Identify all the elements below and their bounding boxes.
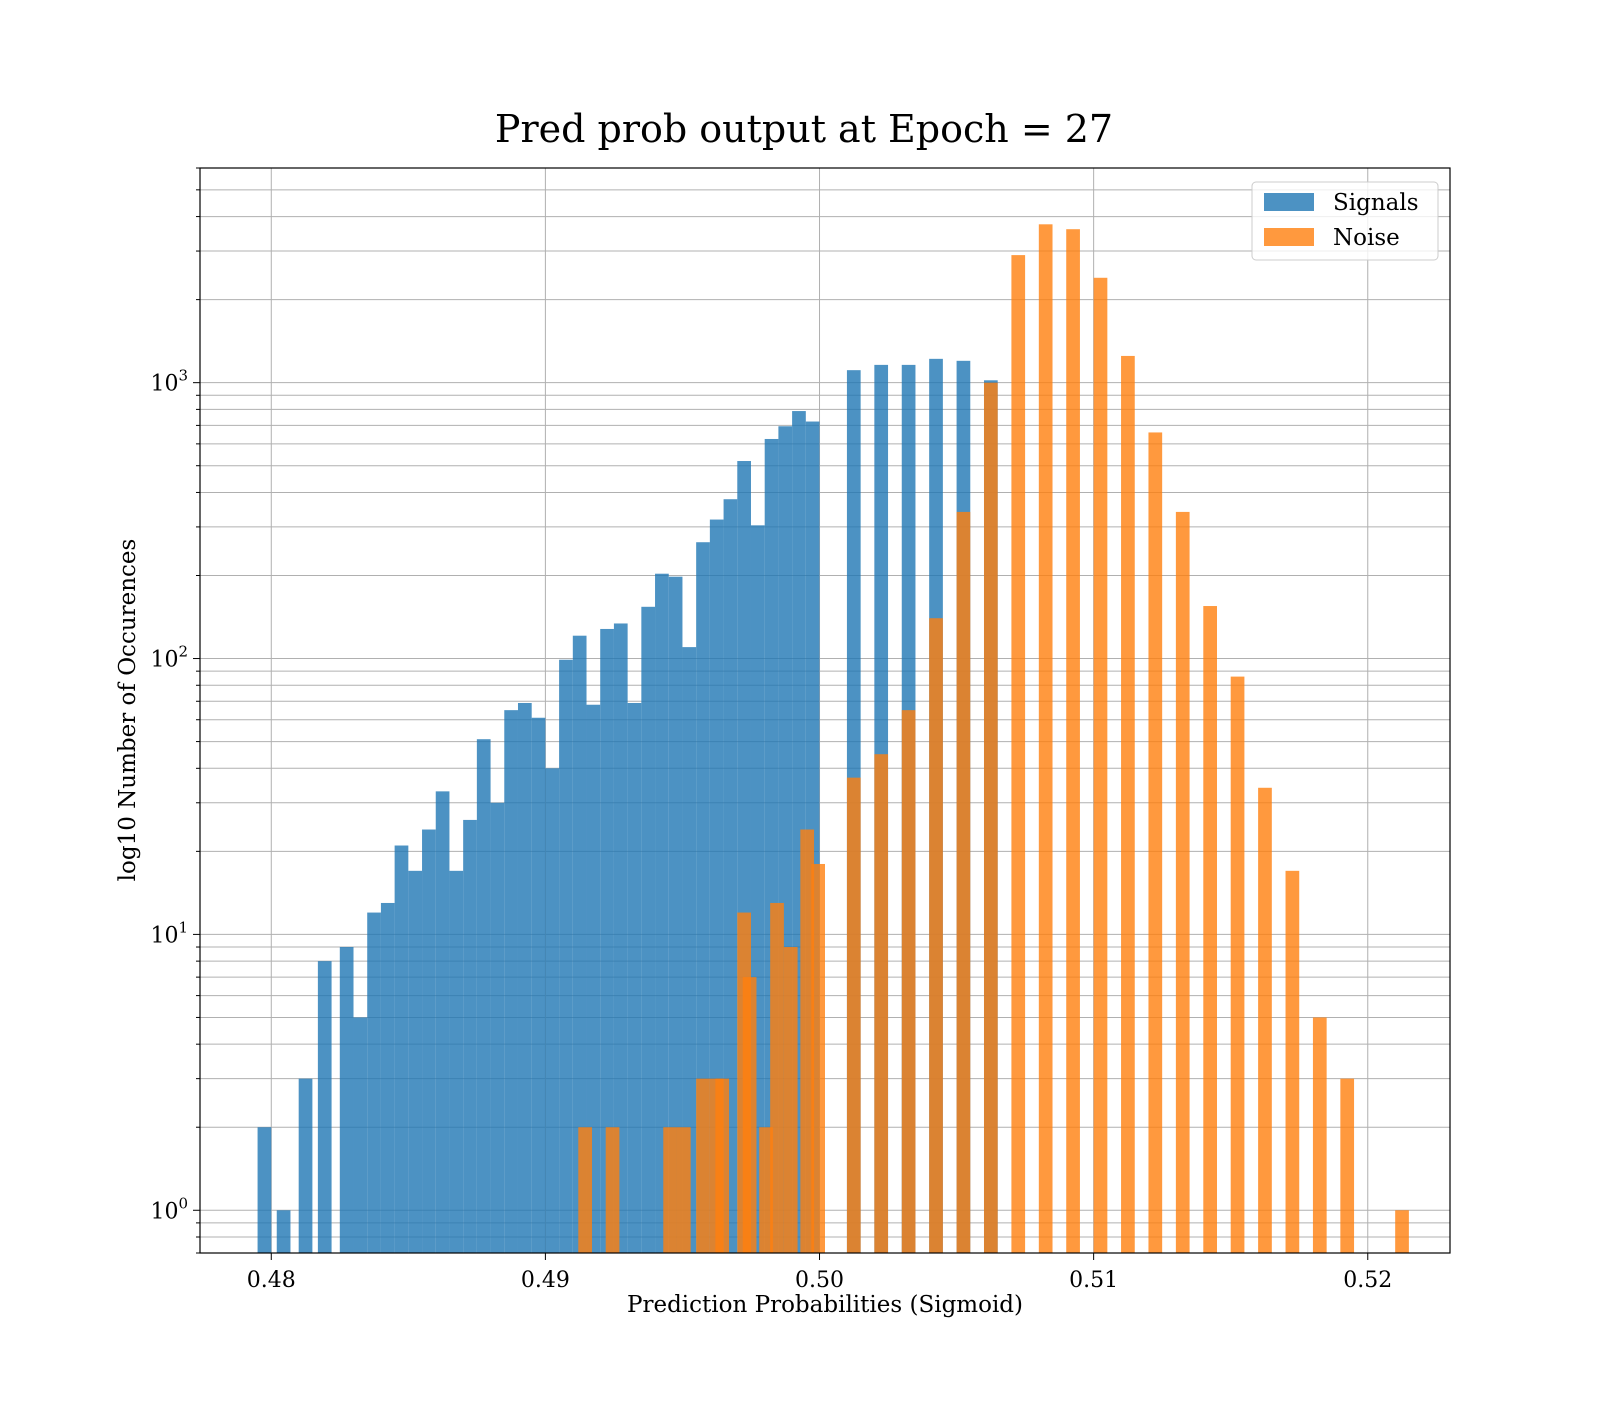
legend-swatch-noise [1264, 228, 1314, 246]
histogram-bar-noise [956, 511, 971, 1253]
y-tick-label: 102 [150, 643, 188, 673]
plot-frame [199, 167, 1451, 1254]
histogram-bar-noise [874, 754, 889, 1253]
legend-swatch-signals [1264, 193, 1314, 211]
histogram-bar-noise [696, 1078, 710, 1253]
y-tick-label: 103 [150, 367, 188, 397]
histogram-bar-signals [600, 628, 614, 1253]
histogram-bar-signals [545, 768, 560, 1253]
histogram-bar-noise [605, 1127, 620, 1253]
histogram-bar-signals [317, 961, 332, 1253]
histogram-bar-signals [641, 606, 656, 1253]
x-tick-label: 0.49 [521, 1268, 570, 1293]
histogram-bar-signals [559, 659, 573, 1253]
histogram-bar-signals [531, 717, 546, 1253]
histogram-bar-signals [723, 499, 738, 1254]
histogram-bar-signals [696, 542, 710, 1253]
series-noise [578, 224, 1409, 1254]
histogram-bar-noise [1066, 229, 1080, 1253]
histogram-bar-noise [1121, 355, 1135, 1254]
histogram-bar-noise [770, 902, 784, 1253]
histogram-bar-signals [613, 623, 628, 1253]
x-tick-label: 0.48 [247, 1268, 296, 1293]
histogram-bar-signals [517, 702, 532, 1253]
histogram-bar-signals [339, 947, 354, 1253]
histogram-bar-noise [1175, 511, 1190, 1253]
histogram-bar-signals [476, 739, 491, 1253]
histogram-bar-noise [811, 863, 825, 1253]
histogram-bar-noise [929, 618, 943, 1253]
histogram-bar-noise [1230, 676, 1245, 1253]
x-tick-label: 0.51 [1069, 1268, 1118, 1293]
histogram-bar-noise [1038, 224, 1053, 1254]
x-tick-label: 0.52 [1343, 1268, 1392, 1293]
y-axis-label: log10 Number of Occurences [115, 539, 141, 882]
histogram-bar-signals [668, 576, 683, 1253]
x-axis-label: Prediction Probabilities (Sigmoid) [627, 1292, 1023, 1318]
histogram-bar-noise [1285, 870, 1300, 1253]
histogram-bar-noise [846, 777, 861, 1253]
histogram-bar-noise [901, 710, 916, 1253]
histogram-bar-noise [1148, 432, 1163, 1253]
histogram-bar-noise [1312, 1017, 1327, 1253]
histogram-bar-signals [572, 635, 587, 1253]
y-tick-label: 101 [150, 918, 188, 948]
bars-layer [257, 224, 1409, 1254]
histogram-bar-noise [1093, 277, 1108, 1253]
histogram-bar-signals [257, 1127, 272, 1253]
histogram-bar-noise [759, 1127, 773, 1253]
histogram-bar-signals [449, 870, 464, 1253]
histogram-bar-signals [682, 647, 697, 1253]
histogram-bar-signals [586, 704, 601, 1253]
histogram-bar-noise [742, 977, 757, 1253]
histogram-bar-signals [463, 819, 477, 1253]
histogram-bar-signals [380, 902, 395, 1253]
histogram-bar-signals [367, 912, 381, 1253]
y-tick-label: 100 [150, 1194, 188, 1224]
histogram-bar-signals [435, 791, 450, 1253]
histogram-bar-noise [1258, 787, 1272, 1253]
histogram-bar-noise [1340, 1078, 1355, 1253]
legend-label-signals: Signals [1333, 190, 1419, 216]
x-tick-label: 0.50 [795, 1268, 844, 1293]
histogram-bar-signals [709, 519, 724, 1253]
histogram-bar-noise [663, 1127, 677, 1253]
histogram-bar-noise [1395, 1210, 1409, 1253]
histogram-bar-signals [298, 1078, 313, 1253]
histogram-bar-signals [422, 829, 436, 1253]
histogram-bar-noise [1203, 606, 1217, 1253]
x-tick-layer: 0.48 0.49 0.50 0.51 0.52 [247, 1253, 1392, 1293]
histogram-bar-noise [715, 1078, 730, 1253]
legend-label-noise: Noise [1333, 225, 1400, 251]
histogram-bar-noise [676, 1127, 691, 1253]
histogram-bar-noise [1011, 255, 1026, 1253]
histogram-bar-signals [408, 870, 423, 1253]
histogram-bar-noise [800, 829, 815, 1253]
chart-title: Pred prob output at Epoch = 27 [495, 107, 1113, 151]
histogram-bar-signals [353, 1017, 368, 1253]
histogram-bar-signals [276, 1210, 291, 1253]
histogram-bar-noise [578, 1127, 592, 1253]
legend: Signals Noise [1251, 181, 1439, 261]
histogram-bar-noise [783, 947, 798, 1253]
histogram-bar-signals [504, 710, 518, 1253]
histogram-bar-noise [983, 382, 998, 1253]
histogram-bar-signals [627, 702, 642, 1253]
histogram-bar-signals [394, 845, 409, 1253]
histogram-bar-signals [655, 573, 669, 1253]
y-tick-layer: 100 101 102 103 [150, 167, 200, 1254]
histogram-bar-signals [490, 802, 505, 1253]
